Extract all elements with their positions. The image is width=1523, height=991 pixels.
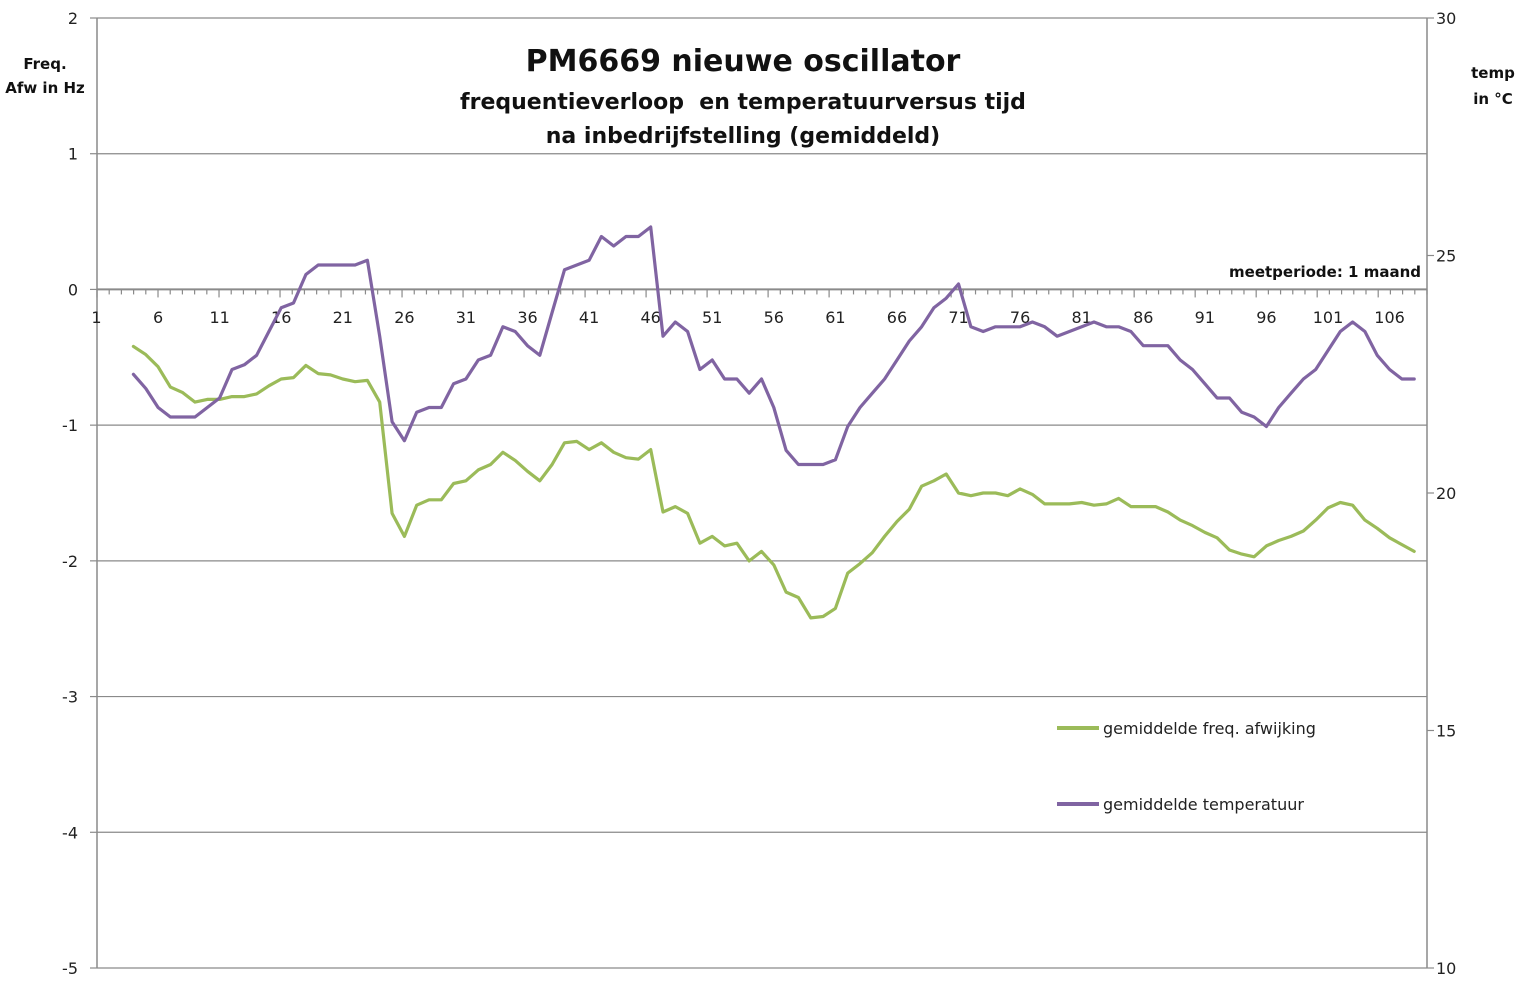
y-right-tick-label: 30 — [1436, 9, 1456, 28]
x-tick-label: 1 — [91, 308, 101, 327]
y-left-tick-label: -3 — [62, 688, 78, 707]
x-tick-label: 26 — [394, 308, 414, 327]
legend: gemiddelde freq. afwijking gemiddelde te… — [1057, 719, 1316, 814]
x-tick-label: 81 — [1072, 308, 1092, 327]
y-right-tick-label: 25 — [1436, 247, 1456, 266]
series-line-temperature — [131, 225, 1416, 467]
x-tick-label: 36 — [517, 308, 537, 327]
y-left-tick-label: -1 — [62, 416, 78, 435]
y-left-label-line-2: Afw in Hz — [5, 79, 85, 97]
x-tick-label: 76 — [1010, 308, 1030, 327]
y-left-tick-label: 2 — [68, 9, 78, 28]
x-tick-label: 11 — [209, 308, 229, 327]
axes — [96, 18, 1428, 968]
y-left-tick-label: -4 — [62, 823, 78, 842]
x-tick-label: 51 — [702, 308, 722, 327]
chart-subtitle-line-1: frequentieverloop en temperatuurversus t… — [460, 90, 1026, 115]
y-left-label-line-1: Freq. — [23, 55, 66, 73]
y-right-label-line-2: in °C — [1473, 90, 1513, 108]
x-tick-label: 46 — [640, 308, 660, 327]
x-tick-label: 6 — [153, 308, 163, 327]
x-tick-label: 101 — [1313, 308, 1344, 327]
measurement-period-annotation: meetperiode: 1 maand — [1229, 263, 1421, 281]
legend-label-frequency: gemiddelde freq. afwijking — [1103, 719, 1316, 738]
x-tick-label: 96 — [1256, 308, 1276, 327]
x-tick-label: 61 — [825, 308, 845, 327]
y-left-tick-label: 0 — [68, 280, 78, 299]
y-left-tick-label: -2 — [62, 552, 78, 571]
x-tick-label: 106 — [1374, 308, 1405, 327]
x-tick-label: 21 — [333, 308, 353, 327]
series — [131, 225, 1416, 620]
x-tick-label: 31 — [456, 308, 476, 327]
x-tick-label: 16 — [271, 308, 291, 327]
chart-subtitle-line-2: na inbedrijfstelling (gemiddeld) — [546, 124, 940, 149]
chart-title: PM6669 nieuwe oscillator — [526, 44, 961, 79]
y-left-tick-label: 1 — [68, 145, 78, 164]
series-line-frequency — [131, 344, 1416, 620]
chart-text: PM6669 nieuwe oscillator frequentieverlo… — [5, 44, 1515, 281]
gridlines — [97, 17, 1427, 969]
x-tick-label: 56 — [764, 308, 784, 327]
x-tick-label: 86 — [1133, 308, 1153, 327]
x-tick-label: 91 — [1195, 308, 1215, 327]
y-left-tick-label: -5 — [62, 959, 78, 978]
y-right-tick-label: 10 — [1436, 959, 1456, 978]
x-tick-label: 66 — [887, 308, 907, 327]
x-tick-label: 41 — [579, 308, 599, 327]
y-right-tick-label: 20 — [1436, 484, 1456, 503]
legend-label-temperature: gemiddelde temperatuur — [1103, 795, 1304, 814]
y-right-tick-label: 15 — [1436, 722, 1456, 741]
y-right-label-line-1: temp — [1471, 64, 1515, 82]
x-tick-label: 71 — [948, 308, 968, 327]
